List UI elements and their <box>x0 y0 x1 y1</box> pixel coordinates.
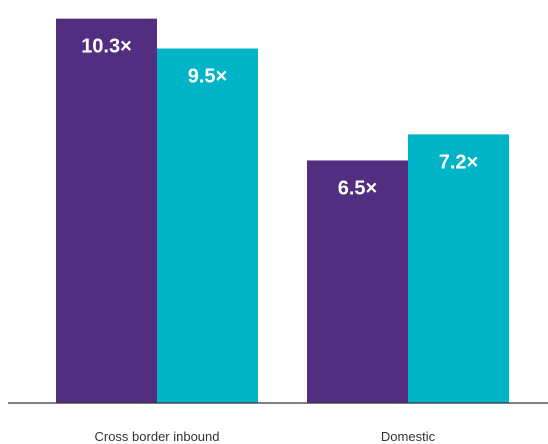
bar-value-label: 7.2× <box>439 151 478 173</box>
category-label: Domestic <box>381 429 436 444</box>
bar-cross-border-series-2 <box>157 48 258 404</box>
bar-value-label: 10.3× <box>81 36 132 58</box>
bar-cross-border-series-1 <box>56 18 157 403</box>
bar-domestic-series-2 <box>408 134 509 404</box>
bar-value-label: 6.5× <box>338 177 377 199</box>
bar-value-label: 9.5× <box>188 66 227 88</box>
bar-labels-group: 10.3× 9.5× 6.5× 7.2× <box>81 36 478 200</box>
category-labels-group: Cross border inbound Domestic <box>94 429 435 444</box>
category-label: Cross border inbound <box>94 429 219 444</box>
bars-group <box>56 18 509 404</box>
bar-domestic-series-1 <box>307 160 408 403</box>
